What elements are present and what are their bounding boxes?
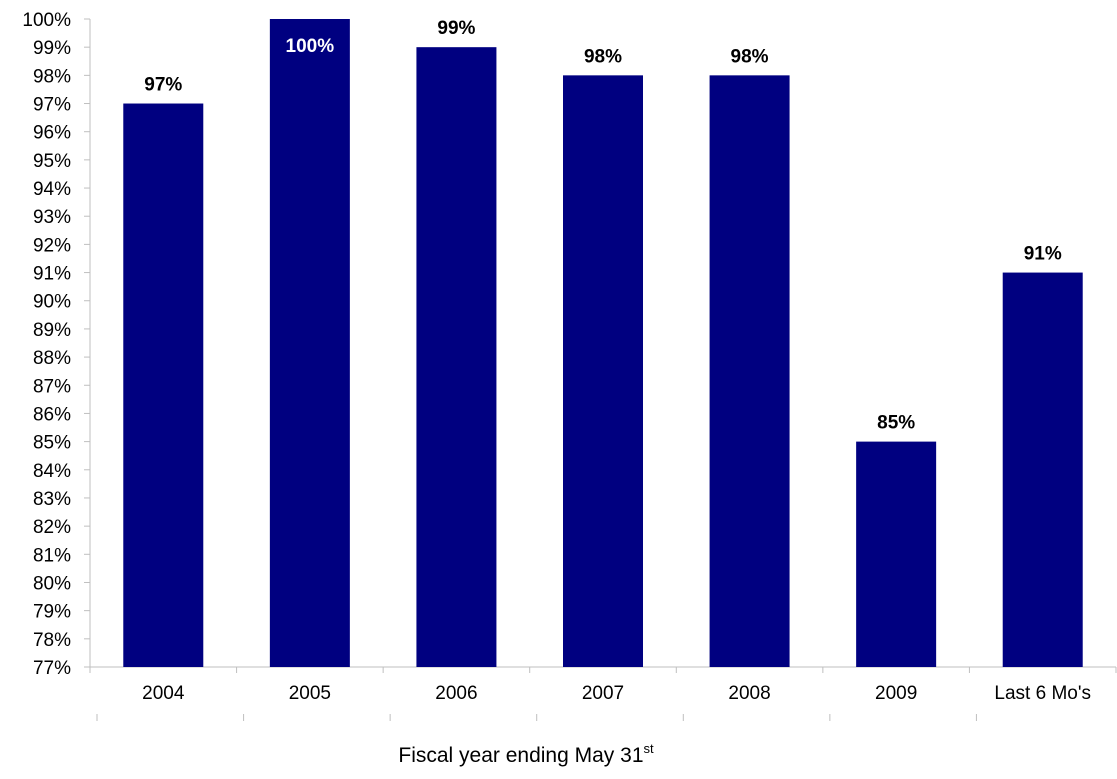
x-tick-label: 2008: [728, 683, 770, 704]
y-tick-label: 92%: [33, 235, 71, 256]
data-labels: 97% 100% 99% 98% 98% 85% 91%: [144, 18, 1062, 433]
y-tick-label: 91%: [33, 264, 71, 285]
bar: [416, 47, 497, 668]
bar: [563, 75, 643, 667]
y-tick-label: 88%: [33, 348, 71, 369]
x-tick-label: 2007: [582, 683, 624, 704]
y-tick-label: 98%: [33, 66, 71, 87]
y-tick-label: 93%: [33, 207, 71, 228]
y-tick-label: 97%: [33, 95, 71, 116]
bar: [856, 441, 937, 667]
x-tick-label: 2009: [875, 683, 917, 704]
data-label: 97%: [144, 75, 182, 96]
x-tick-label: 2004: [142, 683, 185, 704]
bar: [1002, 272, 1083, 667]
y-tick-label: 78%: [33, 630, 71, 651]
x-tick-label: 2005: [289, 683, 331, 704]
y-tick-label: 81%: [33, 545, 71, 566]
x-axis-title: Fiscal year ending May 31st: [398, 741, 654, 767]
bar: [269, 19, 350, 667]
y-tick-label: 87%: [33, 376, 71, 397]
y-tick-label: 83%: [33, 489, 71, 510]
bar: [709, 75, 790, 667]
y-axis: 77% 78% 79% 80% 81% 82% 83% 84% 85% 86% 87% 88% 89% 9…: [22, 10, 91, 679]
y-tick-label: 82%: [33, 517, 71, 538]
bar-series: [123, 19, 1083, 668]
y-tick-label: 79%: [33, 602, 71, 623]
y-tick-label: 94%: [33, 179, 71, 200]
x-axis: 2004 2005 2006 2007 2008 2009 Last 6 Mo's: [89, 666, 1117, 721]
data-label: 100%: [286, 36, 335, 57]
data-label: 98%: [731, 46, 769, 67]
x-axis-title-superscript: st: [644, 741, 655, 756]
x-tick-label: Last 6 Mo's: [994, 683, 1091, 704]
y-tick-label: 99%: [33, 38, 71, 59]
y-tick-label: 85%: [33, 433, 71, 454]
y-tick-label: 100%: [22, 10, 71, 31]
data-label: 91%: [1024, 244, 1062, 265]
y-tick-label: 96%: [33, 123, 71, 144]
y-tick-label: 95%: [33, 151, 71, 172]
data-label: 85%: [877, 413, 915, 434]
x-tick-label: 2006: [435, 683, 477, 704]
y-tick-label: 84%: [33, 461, 71, 482]
bar: [123, 103, 204, 668]
data-label: 98%: [584, 46, 622, 67]
y-tick-label: 89%: [33, 320, 71, 341]
y-tick-label: 86%: [33, 404, 71, 425]
data-label: 99%: [437, 18, 475, 39]
y-tick-label: 90%: [33, 292, 71, 313]
y-tick-label: 80%: [33, 573, 71, 594]
y-tick-label: 77%: [33, 658, 71, 679]
